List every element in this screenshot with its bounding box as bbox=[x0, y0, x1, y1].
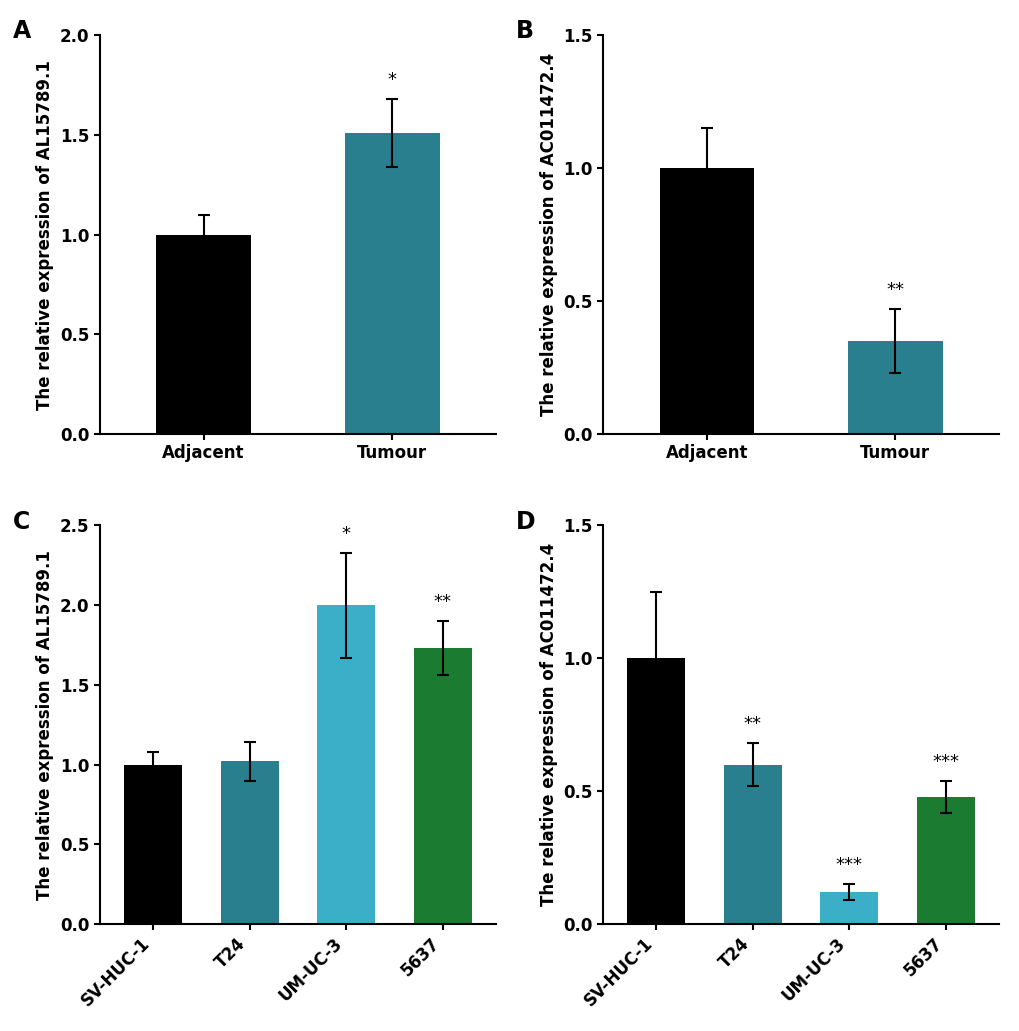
Bar bbox=[659, 168, 753, 434]
Text: **: ** bbox=[743, 716, 761, 733]
Text: B: B bbox=[516, 20, 533, 43]
Y-axis label: The relative expression of AL15789.1: The relative expression of AL15789.1 bbox=[37, 550, 54, 900]
Text: A: A bbox=[12, 20, 31, 43]
Bar bbox=[627, 659, 685, 924]
Bar bbox=[848, 341, 942, 434]
Y-axis label: The relative expression of AC011472.4: The relative expression of AC011472.4 bbox=[539, 53, 557, 417]
Bar bbox=[156, 235, 251, 434]
Text: **: ** bbox=[886, 281, 904, 299]
Bar bbox=[916, 797, 974, 924]
Y-axis label: The relative expression of AC011472.4: The relative expression of AC011472.4 bbox=[539, 543, 557, 906]
Bar bbox=[819, 892, 877, 924]
Text: **: ** bbox=[433, 593, 451, 611]
Bar bbox=[414, 648, 472, 924]
Text: D: D bbox=[516, 509, 535, 533]
Bar bbox=[723, 765, 781, 924]
Text: ***: *** bbox=[931, 753, 959, 770]
Bar bbox=[124, 765, 181, 924]
Text: C: C bbox=[12, 509, 30, 533]
Text: *: * bbox=[387, 71, 396, 89]
Bar bbox=[317, 605, 375, 924]
Text: *: * bbox=[341, 525, 351, 542]
Text: ***: *** bbox=[835, 857, 862, 874]
Bar bbox=[344, 133, 439, 434]
Y-axis label: The relative expression of AL15789.1: The relative expression of AL15789.1 bbox=[37, 60, 54, 409]
Bar bbox=[220, 762, 278, 924]
